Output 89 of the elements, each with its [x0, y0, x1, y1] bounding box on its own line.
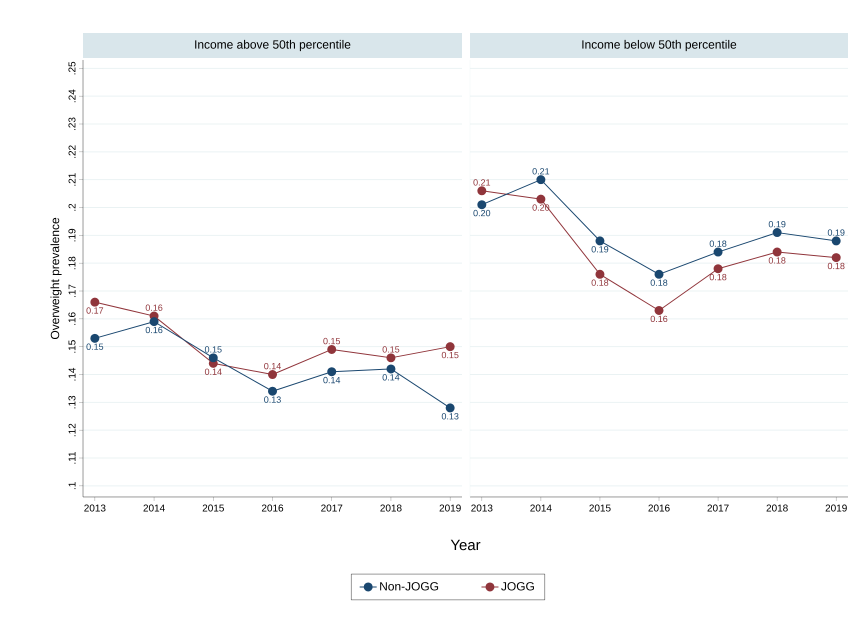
point [714, 248, 723, 257]
data-label: 0.19 [768, 221, 786, 228]
y-tick-label: .12 [68, 424, 76, 436]
data-label: 0.16 [650, 316, 668, 322]
y-tick-label: .13 [68, 396, 76, 408]
data-label: 0.21 [532, 168, 550, 174]
x-tick-label: 2017 [707, 504, 729, 512]
data-label: 0.18 [828, 262, 845, 270]
point [536, 194, 546, 204]
x-tick-label: 2019 [826, 504, 847, 512]
x-tick-label: 2014 [530, 504, 552, 512]
data-label: 0.15 [204, 346, 222, 353]
point [90, 334, 100, 343]
data-label: 0.18 [650, 280, 668, 286]
x-tick-label: 2016 [262, 504, 284, 512]
data-label: 0.13 [264, 396, 281, 403]
point [536, 175, 546, 184]
legend-label: Non-JOGG [380, 582, 438, 591]
point [268, 370, 278, 380]
point [654, 306, 664, 315]
point [386, 353, 396, 362]
y-tick-label: .21 [68, 173, 76, 186]
x-tick-label: 2014 [143, 504, 165, 512]
data-label: 0.13 [442, 413, 458, 420]
point [446, 403, 455, 412]
data-label: 0.18 [710, 240, 726, 247]
point [772, 228, 782, 238]
y-tick-label: .15 [68, 340, 76, 353]
y-tick-label: .11 [68, 452, 76, 464]
x-tick-label: 2018 [766, 504, 788, 512]
point [90, 298, 100, 307]
data-label: 0.14 [204, 368, 222, 375]
x-tick-label: 2015 [589, 504, 611, 512]
data-label: 0.17 [86, 307, 104, 314]
point [477, 200, 486, 210]
data-label: 0.14 [382, 374, 400, 380]
point [595, 270, 604, 279]
point [327, 344, 336, 354]
point [386, 364, 396, 374]
point [714, 264, 723, 274]
point [208, 353, 218, 362]
x-tick-label: 2018 [380, 504, 402, 512]
chart-title: Income above 50th percentile [195, 40, 350, 52]
data-label: 0.15 [86, 344, 104, 350]
data-label: 0.15 [382, 346, 400, 353]
data-label: 0.20 [473, 210, 490, 216]
x-axis-title: Year [450, 540, 480, 550]
data-label: 0.19 [828, 229, 844, 236]
data-label: 0.15 [442, 352, 459, 358]
y-tick-label: .19 [68, 228, 76, 242]
legend-label: JOGG [501, 582, 534, 591]
data-label: 0.18 [592, 280, 608, 286]
data-label: 0.19 [592, 246, 608, 252]
point [268, 386, 278, 396]
x-tick-label: 2016 [648, 504, 670, 512]
chart-title: Income below 50th percentile [582, 40, 736, 52]
data-label: 0.18 [768, 257, 786, 264]
point [772, 248, 782, 257]
data-label: 0.16 [146, 326, 162, 334]
y-tick-label: .18 [68, 256, 76, 270]
y-tick-label: .17 [68, 284, 76, 298]
x-tick-label: 2013 [471, 504, 492, 512]
y-tick-label: .2 [68, 204, 76, 211]
point [832, 236, 841, 246]
x-tick-label: 2019 [440, 504, 461, 512]
data-label: 0.18 [710, 274, 726, 280]
point [654, 270, 664, 279]
y-tick-label: .25 [68, 62, 76, 74]
point [832, 253, 841, 262]
point [477, 186, 486, 196]
x-tick-label: 2017 [321, 504, 342, 512]
data-label: 0.15 [323, 338, 340, 344]
point [595, 236, 604, 246]
y-tick-label: .14 [68, 368, 76, 381]
y-tick-label: .22 [68, 145, 76, 158]
x-tick-label: 2013 [84, 504, 106, 512]
point [446, 342, 455, 352]
data-label: 0.16 [146, 304, 162, 311]
x-tick-label: 2015 [202, 504, 224, 512]
point [327, 367, 336, 376]
data-label: 0.21 [473, 179, 490, 186]
data-label: 0.14 [264, 362, 281, 370]
y-tick-label: .16 [68, 312, 76, 325]
y-axis-title: Overweight prevalence [50, 218, 62, 340]
y-tick-label: .1 [68, 482, 76, 490]
y-tick-label: .24 [68, 90, 76, 102]
data-label: 0.14 [323, 376, 340, 384]
point [150, 317, 159, 326]
y-tick-label: .23 [68, 118, 76, 130]
